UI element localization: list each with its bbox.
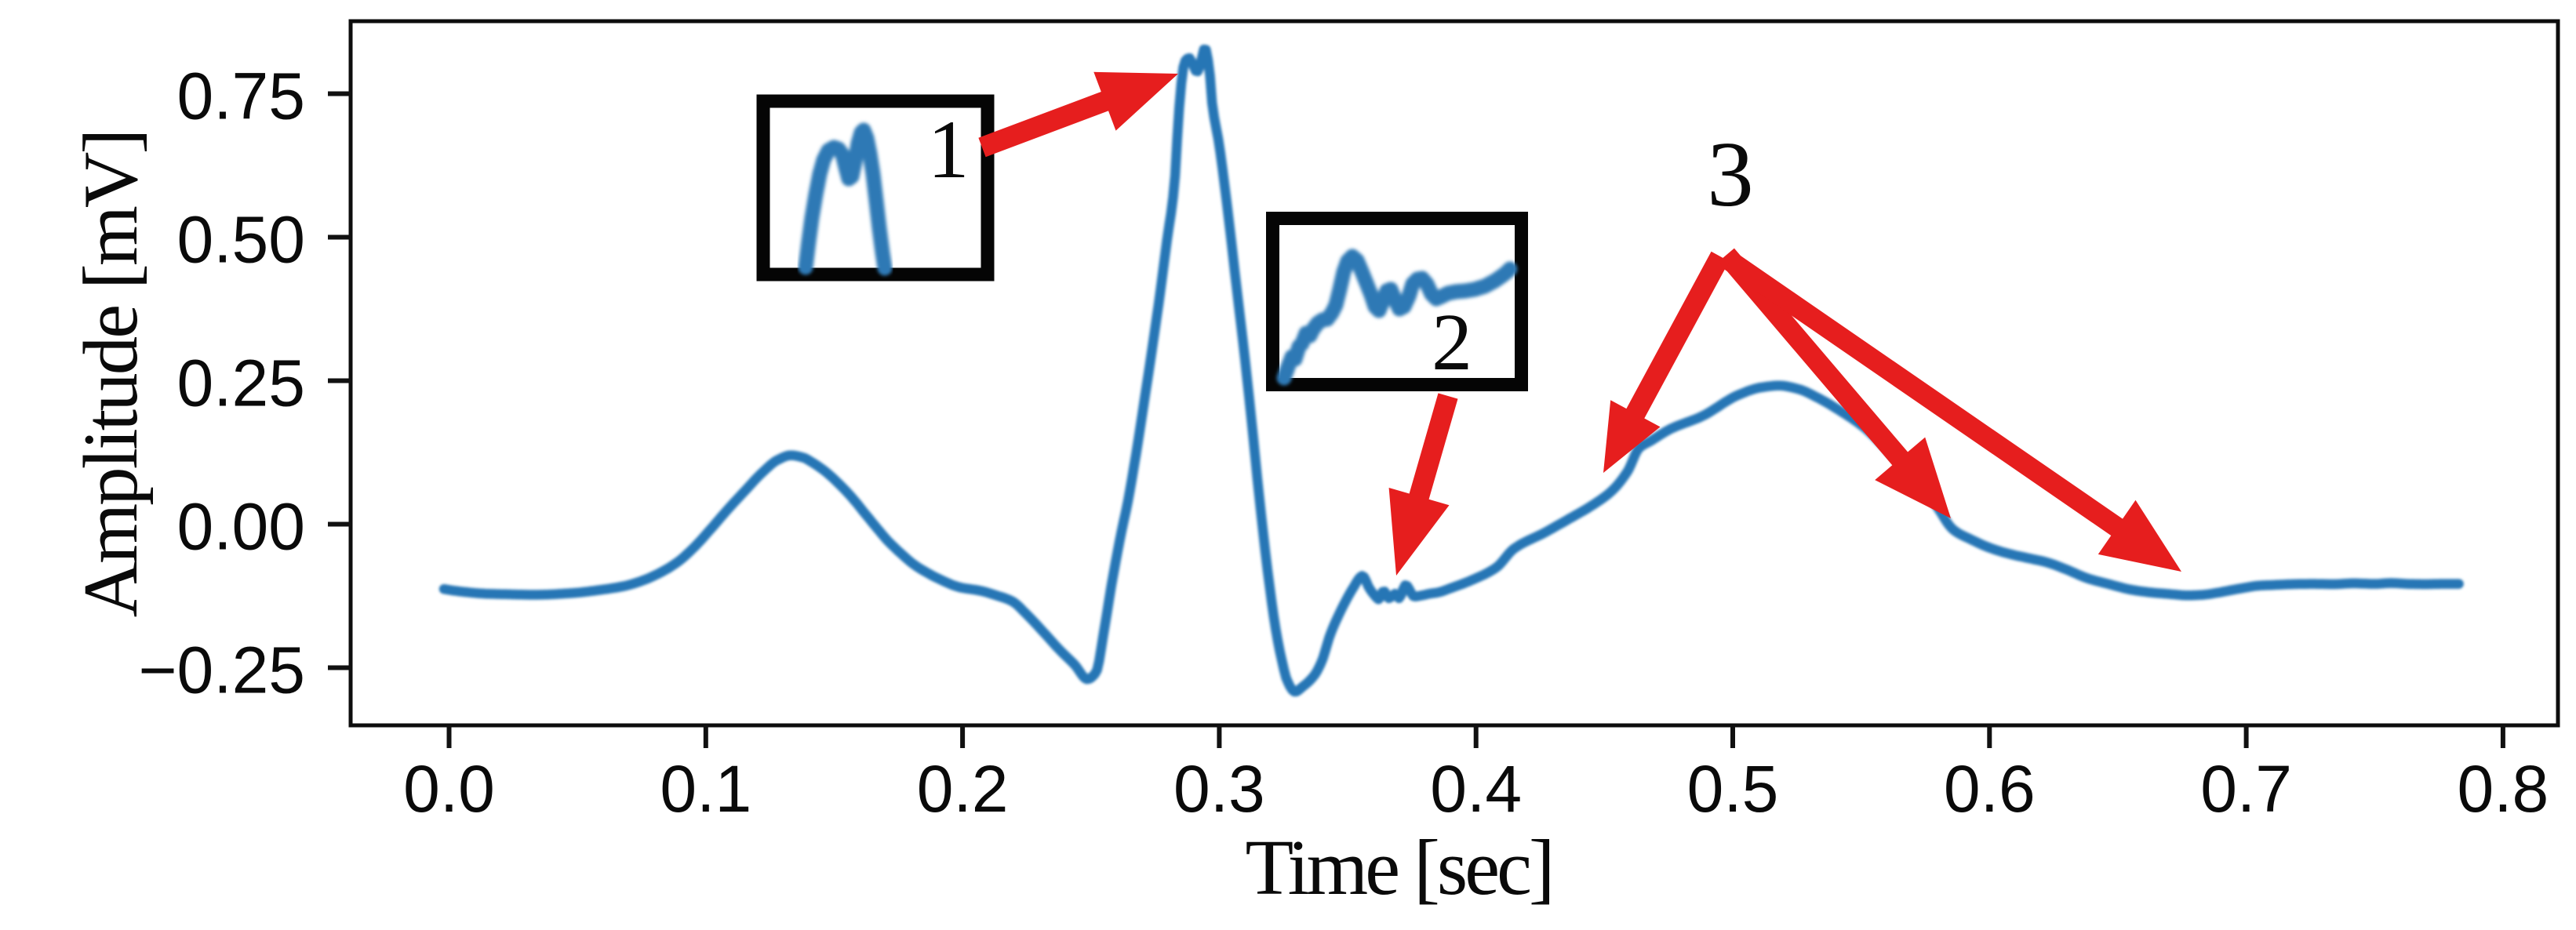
svg-text:0.50: 0.50 <box>177 203 306 277</box>
svg-text:0.00: 0.00 <box>177 490 306 564</box>
svg-text:0.2: 0.2 <box>917 752 1009 826</box>
svg-text:0.0: 0.0 <box>403 752 495 826</box>
svg-text:0.7: 0.7 <box>2200 752 2292 826</box>
svg-text:0.3: 0.3 <box>1173 752 1265 826</box>
svg-text:−0.25: −0.25 <box>138 634 305 707</box>
svg-text:2: 2 <box>1432 297 1472 387</box>
svg-text:0.6: 0.6 <box>1944 752 2036 826</box>
svg-text:0.5: 0.5 <box>1687 752 1779 826</box>
svg-text:0.8: 0.8 <box>2458 752 2549 826</box>
svg-text:0.4: 0.4 <box>1430 752 1522 826</box>
svg-text:1: 1 <box>928 104 970 195</box>
svg-text:3: 3 <box>1707 122 1754 226</box>
svg-text:0.75: 0.75 <box>177 60 306 133</box>
svg-text:0.1: 0.1 <box>660 752 751 826</box>
svg-text:0.25: 0.25 <box>177 347 306 420</box>
svg-text:Time [sec]: Time [sec] <box>1245 823 1552 911</box>
svg-text:Amplitude [mV]: Amplitude [mV] <box>68 131 154 618</box>
